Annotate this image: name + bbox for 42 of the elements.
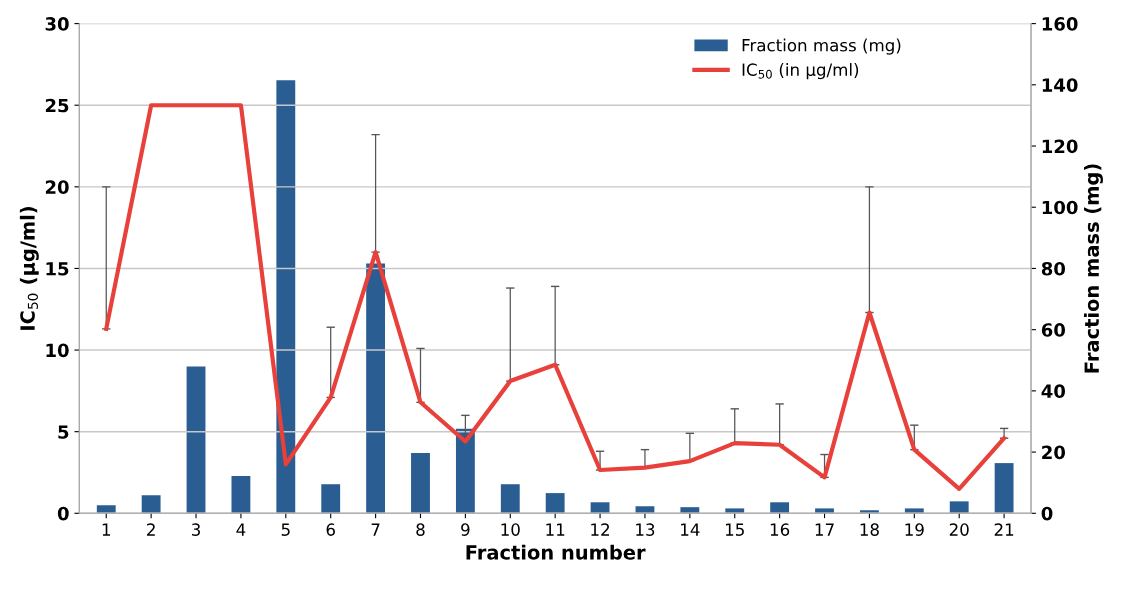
x-tick-label: 1 [102, 523, 111, 536]
y2-tick-label: 140 [1042, 78, 1078, 92]
y2-tick-label: 120 [1042, 139, 1078, 154]
x-tick-label: 4 [236, 523, 246, 536]
y-tick-label: 15 [46, 262, 69, 276]
x-tick-label: 12 [591, 523, 609, 536]
x-tick-label: 13 [636, 523, 655, 536]
x-tick-label: 17 [815, 523, 834, 536]
y-tick-label: 5 [58, 425, 69, 439]
y2-tick-label: 100 [1042, 200, 1078, 215]
y2-tick-label: 0 [1041, 506, 1053, 521]
x-tick-label: 5 [281, 523, 290, 536]
x-tick-label: 9 [461, 523, 470, 536]
x-tick-label: 11 [546, 523, 565, 536]
y2-tick-label: 160 [1042, 17, 1078, 31]
x-tick-label: 18 [860, 523, 879, 536]
y2-tick-label: 80 [1041, 261, 1066, 276]
y-tick-label: 30 [45, 17, 69, 31]
x-tick-label: 10 [501, 523, 520, 536]
y-tick-label: 20 [45, 180, 69, 194]
x-tick-label: 21 [994, 523, 1014, 536]
x-tick-label: 6 [326, 523, 335, 536]
y-tick-label: 0 [57, 506, 69, 521]
y-axis-title: IC$_{50}$ (µg/ml) [19, 206, 39, 330]
y-tick-label: 25 [45, 98, 69, 113]
x-tick-label: 15 [725, 523, 744, 536]
legend-label: IC$_{50}$ (in µg/ml) [742, 63, 859, 80]
y2-tick-label: 40 [1041, 384, 1066, 398]
x-tick-label: 19 [905, 523, 924, 536]
x-tick-label: 16 [770, 523, 790, 536]
y-tick-label: 10 [46, 343, 69, 358]
y2-tick-label: 20 [1042, 445, 1066, 460]
x-tick-label: 3 [192, 523, 200, 536]
x-tick-label: 7 [371, 523, 380, 536]
y2-tick-label: 60 [1041, 323, 1066, 337]
x-tick-label: 20 [949, 523, 969, 536]
x-axis-title: Fraction number [466, 544, 646, 560]
x-tick-label: 2 [147, 523, 155, 536]
y2-axis-title: Fraction mass (mg) [1084, 164, 1103, 373]
x-tick-label: 14 [681, 523, 700, 536]
x-tick-label: 8 [416, 523, 425, 536]
legend-label: Fraction mass (mg) [742, 38, 901, 55]
